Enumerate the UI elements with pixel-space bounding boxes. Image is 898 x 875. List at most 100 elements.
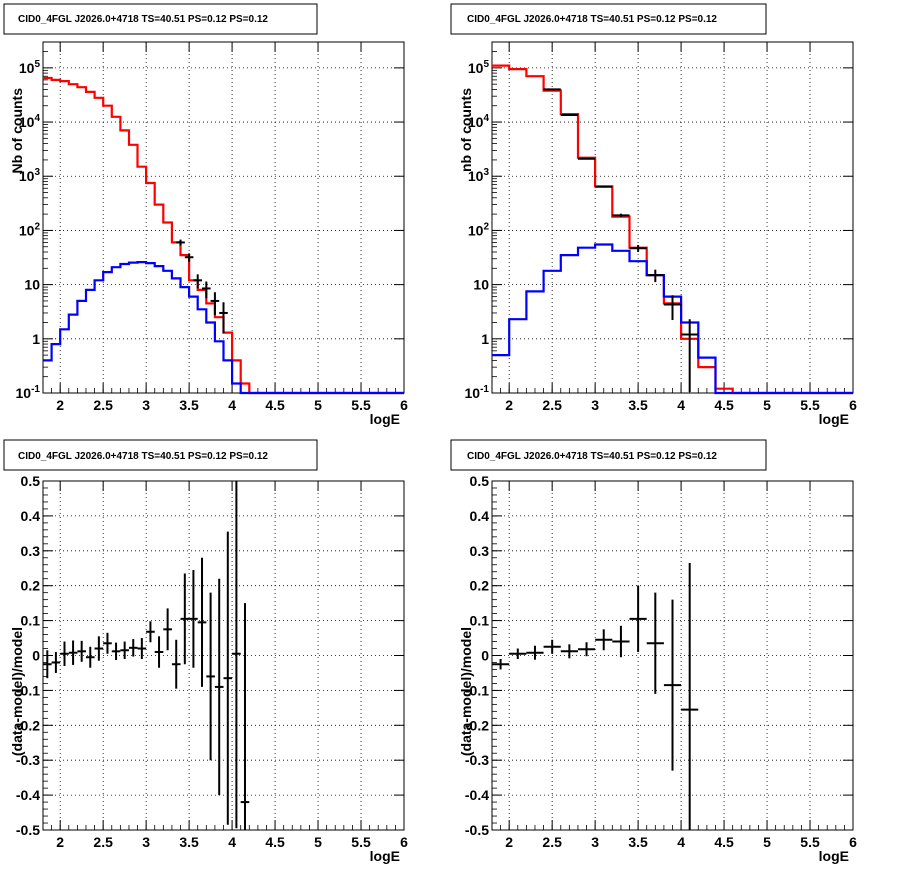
x-axis-label: logE xyxy=(370,411,400,427)
residual-point xyxy=(180,573,190,665)
residual-point xyxy=(206,592,215,761)
x-tick-label: 5 xyxy=(763,834,771,850)
residual-point xyxy=(51,652,61,673)
y-tick-label: -0.3 xyxy=(16,752,40,768)
title-box xyxy=(3,3,318,35)
x-tick-label: 5.5 xyxy=(351,397,371,413)
x-tick-label: 3.5 xyxy=(628,397,648,413)
residual-point xyxy=(543,639,561,654)
y-tick-label: 0.2 xyxy=(21,578,41,594)
x-tick-label: 5 xyxy=(314,397,322,413)
residual-point xyxy=(94,636,104,661)
residual-point xyxy=(223,531,233,825)
residual-point xyxy=(120,641,129,659)
y-tick-label: 102 xyxy=(19,221,41,238)
x-tick-label: 4.5 xyxy=(714,834,734,850)
residual-point xyxy=(77,640,86,662)
chart-panel-4: 2 2.5 3 3.5 4 4.5 5 5.5 6 -0.5 -0.4 -0.3 -0.2 -0.1 0 0.… xyxy=(450,439,857,864)
x-tick-label: 2.5 xyxy=(93,397,113,413)
chart-title: CID0_4FGL J2026.0+4718 TS=40.51 PS=0.12 … xyxy=(18,451,268,462)
y-tick-label: 0.4 xyxy=(21,508,41,524)
x-tick-label: 4 xyxy=(677,834,685,850)
chart-panel-2: 2 2.5 3 3.5 4 4.5 5 5.5 6 10-1 1 10 102 103 104 105 CID0… xyxy=(450,3,857,427)
x-tick-label: 2.5 xyxy=(542,397,562,413)
x-tick-label: 4 xyxy=(228,834,236,850)
x-tick-label: 2 xyxy=(505,397,513,413)
residual-point xyxy=(629,585,647,653)
x-tick-label: 6 xyxy=(849,834,857,850)
residual-point xyxy=(128,639,138,657)
y-tick-label: 0.3 xyxy=(21,543,41,559)
data-point xyxy=(219,302,228,334)
y-tick-label: 1 xyxy=(32,331,40,347)
data-point xyxy=(612,213,630,218)
data-point xyxy=(176,239,185,246)
x-tick-label: 5 xyxy=(314,834,322,850)
x-tick-label: 4.5 xyxy=(265,834,285,850)
y-axis: -0.5 -0.4 -0.3 -0.2 -0.1 0 0.1 0.2 0.3 0.4 0.5 xyxy=(465,473,853,838)
data-point xyxy=(210,292,220,315)
residual-point xyxy=(595,629,613,651)
x-axis: 2 2.5 3 3.5 4 4.5 5 5.5 6 xyxy=(491,481,857,850)
x-tick-label: 6 xyxy=(400,834,408,850)
x-tick-label: 3 xyxy=(142,834,150,850)
series-line-blue xyxy=(492,243,853,395)
chart-title: CID0_4FGL J2026.0+4718 TS=40.51 PS=0.12 … xyxy=(467,451,717,462)
x-tick-label: 6 xyxy=(849,397,857,413)
residual-point xyxy=(232,481,241,829)
y-tick-label: -0.3 xyxy=(465,752,489,768)
x-tick-label: 3 xyxy=(591,834,599,850)
data-point xyxy=(184,253,194,262)
y-tick-label: 105 xyxy=(468,59,490,76)
residual-point xyxy=(171,639,181,689)
residual-point xyxy=(85,646,95,668)
x-axis-label: logE xyxy=(819,848,849,864)
y-tick-label: 0.3 xyxy=(470,543,490,559)
residual-point xyxy=(189,569,198,668)
x-tick-label: 5 xyxy=(763,397,771,413)
title-box xyxy=(450,439,767,471)
residual-point xyxy=(509,648,527,659)
x-tick-label: 4 xyxy=(228,397,236,413)
x-tick-label: 3.5 xyxy=(179,834,199,850)
residual-point xyxy=(154,636,164,668)
data-point xyxy=(629,244,647,252)
y-tick-label: 0.5 xyxy=(21,473,41,489)
y-tick-label: 1 xyxy=(481,331,489,347)
chart-panel-1: 2 2.5 3 3.5 4 4.5 5 5.5 6 10-1 1 10 102 103 104 105 CID0… xyxy=(3,3,408,427)
x-tick-label: 2 xyxy=(505,834,513,850)
y-axis-label: (data-model)/model xyxy=(9,627,25,756)
x-tick-label: 5.5 xyxy=(800,397,820,413)
data-point xyxy=(193,274,203,289)
y-tick-label: 10 xyxy=(473,277,489,293)
y-tick-label: 0 xyxy=(481,648,489,664)
x-tick-label: 5.5 xyxy=(800,834,820,850)
title-box xyxy=(3,439,318,471)
residual-point xyxy=(577,642,596,657)
residual-point xyxy=(646,592,664,694)
y-tick-label: 0.5 xyxy=(470,473,490,489)
y-tick-label: -0.2 xyxy=(465,717,489,733)
x-tick-label: 3.5 xyxy=(179,397,199,413)
x-axis: 2 2.5 3 3.5 4 4.5 5 5.5 6 xyxy=(42,481,408,850)
x-tick-label: 3 xyxy=(142,397,150,413)
residual-point xyxy=(560,644,578,659)
x-tick-label: 2.5 xyxy=(542,834,562,850)
residual-point xyxy=(492,658,510,670)
x-tick-label: 5.5 xyxy=(351,834,371,850)
y-tick-label: -0.4 xyxy=(16,787,40,803)
residual-point xyxy=(60,641,69,666)
chart-title: CID0_4FGL J2026.0+4718 TS=40.51 PS=0.12 … xyxy=(467,14,717,25)
x-tick-label: 2 xyxy=(56,834,64,850)
residual-point xyxy=(68,640,78,665)
x-tick-label: 3.5 xyxy=(628,834,648,850)
chart-panel-3: 2 2.5 3 3.5 4 4.5 5 5.5 6 -0.5 -0.4 -0.3 -0.2 -0.1 0 0.… xyxy=(3,439,408,864)
x-tick-label: 4 xyxy=(677,397,685,413)
y-axis-label: nb of counts xyxy=(458,88,474,172)
y-tick-label: -0.5 xyxy=(465,822,489,838)
series-line-blue xyxy=(43,261,404,395)
x-axis-label: logE xyxy=(370,848,400,864)
x-tick-label: 4.5 xyxy=(714,397,734,413)
residual-point xyxy=(137,638,147,659)
